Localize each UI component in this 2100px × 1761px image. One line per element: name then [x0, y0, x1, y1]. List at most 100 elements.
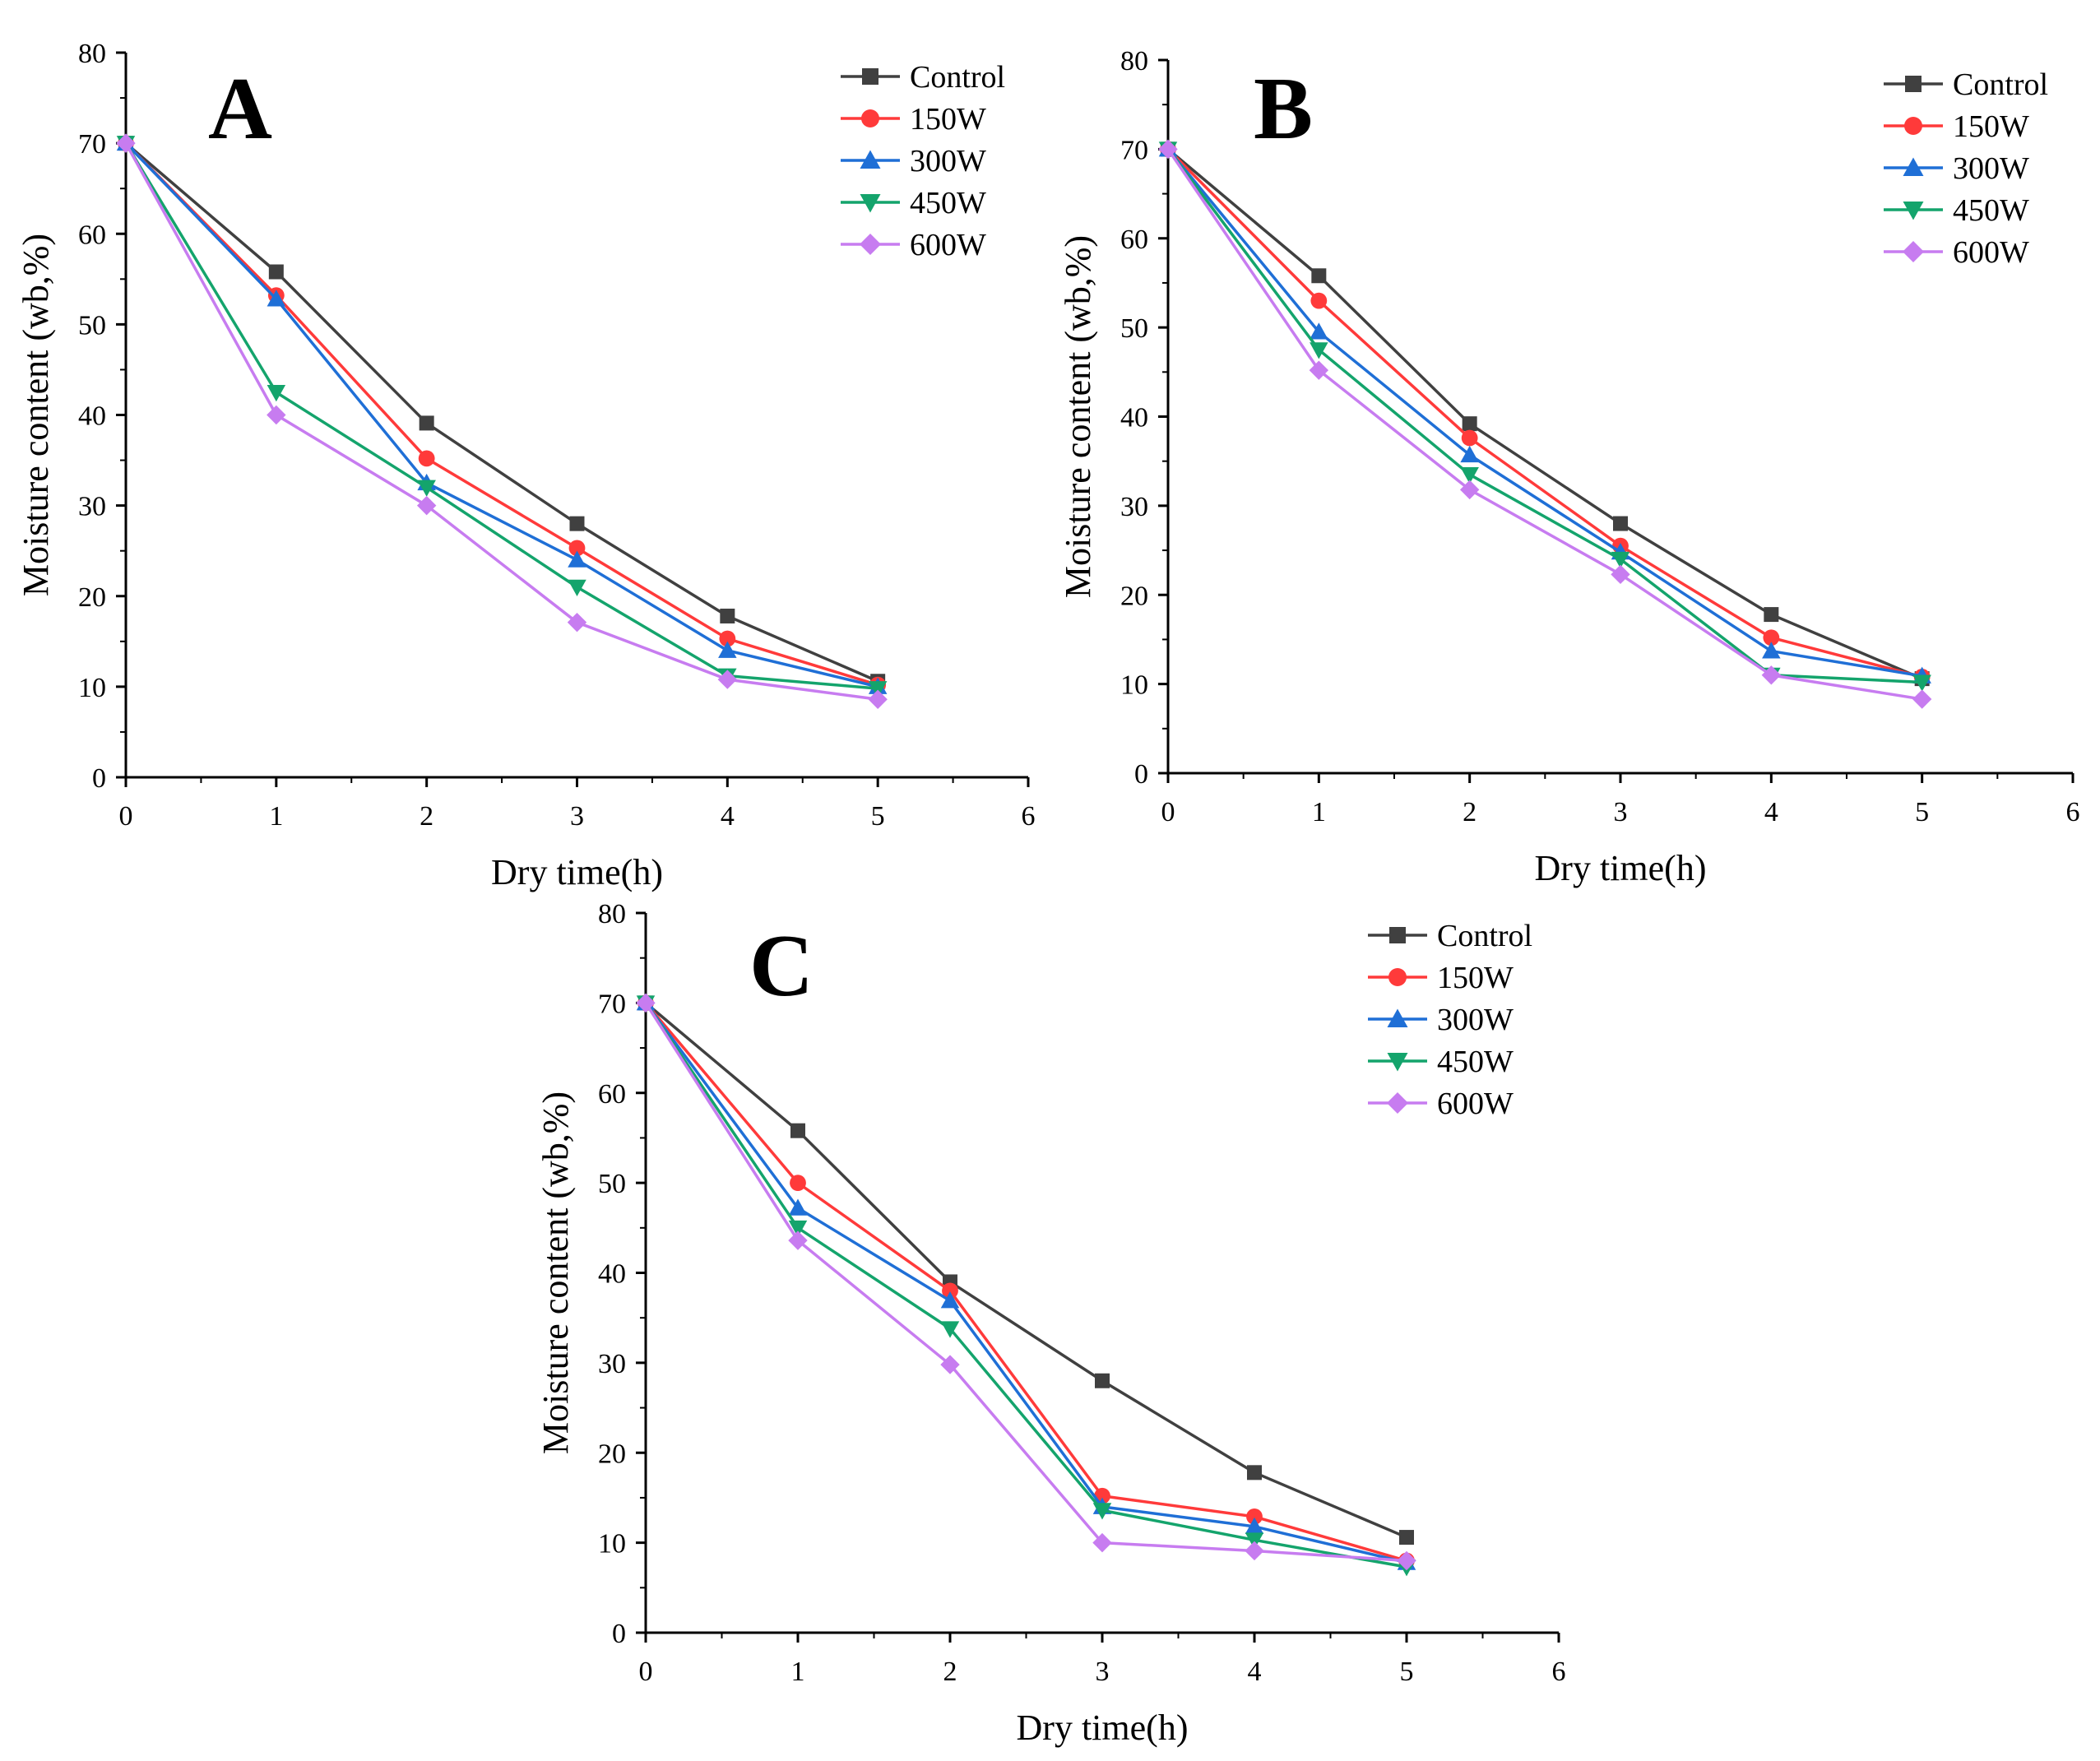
y-tick-label: 70 [78, 129, 106, 160]
data-point: Control: 1h, 55.8% [1311, 268, 1327, 284]
data-point: Control: 4h, 17.8% [1247, 1465, 1262, 1481]
data-point: 450W: 1h, 47.5% [1310, 342, 1328, 359]
legend-label: Control [1953, 67, 2048, 102]
data-point: 600W: 4h, 10.8% [717, 670, 738, 689]
y-tick-label: 30 [598, 1349, 626, 1379]
y-tick-label: 40 [78, 401, 106, 432]
data-point: 600W: 2h, 31.8% [1459, 480, 1480, 500]
legend-label: 150W [1953, 109, 2029, 144]
legend-label: 600W [910, 228, 986, 262]
data-point: 450W: 4h, 10.3% [1245, 1532, 1264, 1550]
data-point: 150W: 2h, 37.6% [1461, 429, 1478, 447]
y-tick-label: 50 [598, 1169, 626, 1199]
data-point: Control: 4h, 17.8% [1764, 607, 1779, 623]
legend: Control 150W 300W 450W 600W [1884, 67, 2048, 270]
x-tick-label: 3 [1614, 797, 1628, 827]
y-tick-label: 80 [1120, 46, 1148, 76]
data-point: 300W: 3h, 24% [568, 550, 586, 568]
data-point: 150W: 4h, 15.3% [719, 630, 736, 647]
data-point: Control: 1h, 55.8% [268, 264, 284, 280]
y-tick-label: 30 [78, 492, 106, 522]
legend-marker [1387, 1053, 1408, 1072]
y-tick-label: 0 [612, 1619, 626, 1649]
x-tick-label: 6 [1552, 1657, 1566, 1687]
series-line [1166, 148, 1922, 701]
legend-marker [862, 68, 878, 85]
series-line [124, 142, 878, 690]
series-line [1166, 148, 1923, 680]
data-point: 600W: 3h, 17.1% [567, 612, 587, 633]
data-point: Control: 3h, 28% [1613, 516, 1628, 531]
data-point: 150W: 3h, 25.3% [568, 540, 586, 557]
x-tick-label: 5 [871, 801, 885, 832]
legend-label: 450W [1437, 1045, 1514, 1079]
legend-label: 600W [1437, 1087, 1514, 1121]
data-point: Control: 1h, 55.8% [790, 1123, 805, 1138]
data-point: 300W: 4h, 13.7% [1762, 642, 1781, 659]
legend-marker [1389, 927, 1406, 943]
x-tick-label: 4 [1248, 1657, 1262, 1687]
series-150w: 150W: 0h, 70%150W: 1h, 53%150W: 2h, 37.6… [1160, 141, 1931, 685]
series-300w: 300W: 0h, 70%300W: 1h, 52.8%300W: 2h, 32… [116, 133, 888, 694]
data-point: 150W: 1h, 53% [1310, 292, 1328, 309]
y-tick-label: 60 [78, 220, 106, 250]
chart-panel-a: 0 10 20 30 40 50 60 70 80 0 1 2 3 4 5 6 Dry time(h) Moist… [16, 39, 1036, 892]
y-tick-label: 20 [598, 1439, 626, 1469]
data-point: 600W: 3h, 22.3% [1611, 564, 1630, 585]
y-tick-label: 50 [1120, 313, 1148, 344]
y-tick-label: 80 [78, 39, 106, 69]
legend-marker [1903, 157, 1924, 176]
x-tick-label: 5 [1400, 1657, 1414, 1687]
data-point: Control: 5h, 10.6% [1399, 1530, 1414, 1546]
data-point: 300W: 4h, 14% [718, 641, 737, 658]
legend-marker [861, 109, 879, 127]
y-tick-label: 20 [1120, 581, 1148, 611]
x-axis-title: Dry time(h) [1017, 1708, 1189, 1748]
legend-marker [860, 234, 881, 255]
data-point: Control: 4h, 17.8% [720, 608, 735, 623]
x-tick-label: 1 [1312, 797, 1326, 827]
series-control: Control: 0h, 70%Control: 1h, 55.8%Contro… [638, 995, 1414, 1546]
x-tick-label: 2 [420, 801, 433, 832]
y-tick-label: 50 [78, 310, 106, 341]
data-point: 150W: 4h, 12.9% [1246, 1508, 1263, 1525]
data-point: 600W: 1h, 40% [267, 405, 286, 425]
y-axis-title: Moisture content (wb,%) [535, 1091, 576, 1454]
series-450w: 450W: 0h, 70%450W: 1h, 42.5%450W: 2h, 32… [116, 136, 888, 698]
legend-marker [1903, 241, 1924, 262]
series-line [644, 1002, 1407, 1563]
chart-panel-c: 0 10 20 30 40 50 60 70 80 0 1 2 3 4 5 6 Dry time(h) Moist… [535, 899, 1566, 1748]
panel-letter: A [208, 60, 272, 158]
legend-marker [1387, 1008, 1408, 1027]
y-axis-title: Moisture content (wb,%) [1058, 235, 1098, 598]
x-axis-title: Dry time(h) [1535, 848, 1707, 888]
series-600w: 600W: 0h, 70% 600W: 1h, 43.6% 600W: 2h, 29… [636, 993, 1416, 1571]
data-point: 450W: 5h, 10.2% [1912, 674, 1931, 692]
data-point: 300W: 1h, 47.2% [788, 1198, 808, 1216]
legend-marker [1904, 117, 1922, 135]
series-450w: 450W: 0h, 70%450W: 1h, 47.5%450W: 2h, 33… [1158, 141, 1931, 692]
series-line [124, 141, 878, 687]
data-point: 600W: 3h, 10% [1092, 1532, 1112, 1553]
data-point: 600W: 4h, 11% [1761, 665, 1782, 685]
x-tick-label: 2 [943, 1657, 957, 1687]
series-line [124, 142, 878, 702]
x-tick-label: 5 [1915, 797, 1929, 827]
y-tick-label: 10 [78, 673, 106, 703]
series-control: Control: 0h, 70%Control: 1h, 55.8%Contro… [118, 136, 886, 689]
x-tick-label: 6 [1022, 801, 1036, 832]
x-tick-label: 3 [570, 801, 584, 832]
data-point: 600W: 5h, 8.3% [1912, 689, 1932, 709]
data-point: 450W: 1h, 42.5% [267, 384, 286, 402]
y-tick-label: 0 [1134, 759, 1148, 790]
data-point: 600W: 0h, 70% [116, 133, 136, 153]
data-point: Control: 3h, 28% [569, 516, 585, 531]
data-point: 450W: 1h, 45% [788, 1220, 808, 1238]
x-axis-title: Dry time(h) [491, 852, 663, 892]
y-tick-label: 80 [598, 899, 626, 929]
series-line [644, 1002, 1407, 1563]
x-tick-label: 1 [269, 801, 283, 832]
legend-label: 450W [910, 186, 986, 220]
series-line [124, 141, 878, 688]
